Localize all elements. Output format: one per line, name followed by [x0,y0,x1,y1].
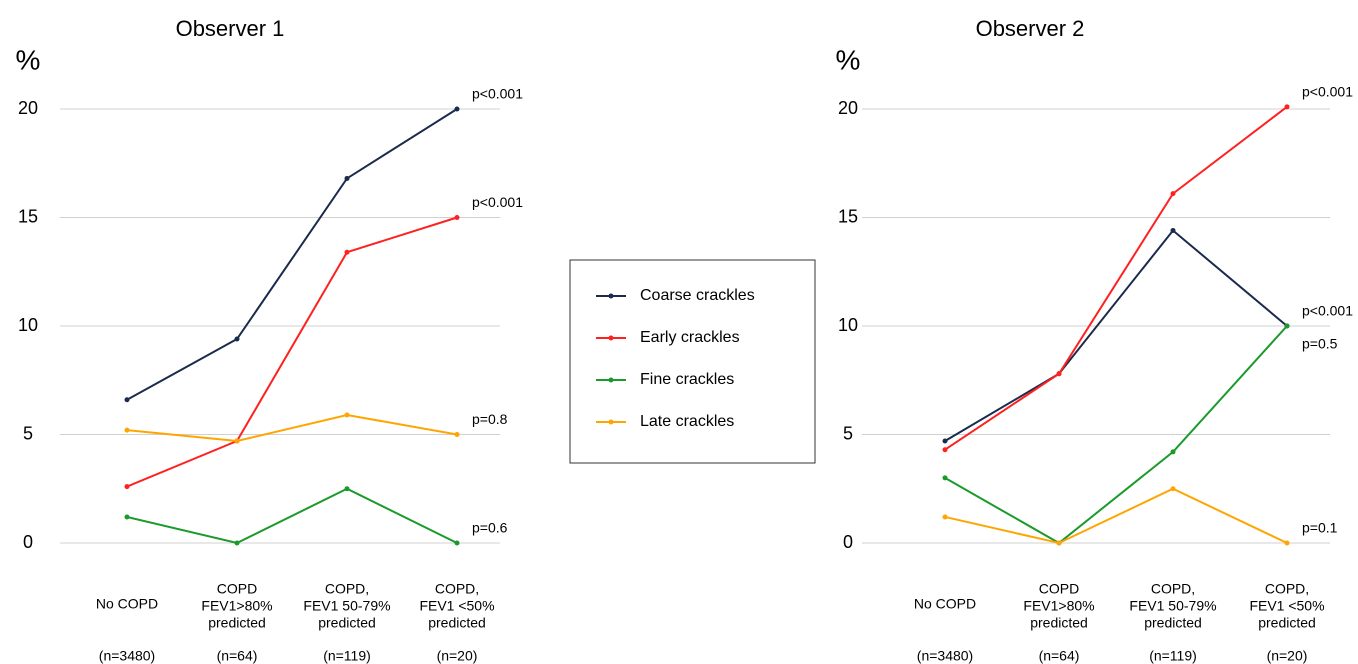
y-tick-label: 20 [18,98,38,118]
data-point [234,540,240,546]
x-tick-label: No COPD [96,596,158,612]
x-tick-label: predicted [428,615,486,631]
data-point [454,215,460,220]
chart-title: Observer 1 [176,16,285,41]
x-tick-label: FEV1 <50% [1249,598,1324,614]
category-count: (n=64) [217,648,258,664]
legend-label: Coarse crackles [640,287,755,304]
data-point [942,514,948,520]
x-tick-label: predicted [208,615,266,631]
data-point [1284,323,1290,329]
y-tick-label: 5 [23,423,33,443]
x-tick-label: predicted [1030,615,1088,631]
category-count: (n=3480) [917,648,973,664]
series-line [944,487,1288,545]
legend-label: Early crackles [640,329,740,346]
x-tick-label: COPD, [1265,581,1309,597]
x-tick-label: FEV1 <50% [419,598,494,614]
annotation: p<0.001 [472,194,523,210]
data-point [1170,191,1176,197]
x-tick-label: COPD [217,581,257,597]
category-count: (n=64) [1039,648,1080,664]
data-point [124,427,130,433]
data-point [1170,449,1176,455]
y-tick-label: 10 [838,315,858,335]
y-tick-label: 20 [838,98,858,118]
x-tick-label: predicted [1144,615,1202,631]
x-tick-label: FEV1 50-79% [303,598,390,614]
x-tick-label: No COPD [914,596,976,612]
data-point [124,484,130,490]
category-count: (n=3480) [99,648,155,664]
data-point [942,475,948,481]
y-tick-label: 15 [18,206,38,226]
y-tick-label: 5 [843,423,853,443]
data-point [1056,371,1062,377]
data-point [454,540,460,546]
y-axis-label: % [836,44,861,75]
annotation: p<0.001 [1302,303,1353,319]
legend-marker [608,419,614,425]
y-tick-label: 0 [23,532,33,552]
data-point [1056,540,1062,546]
data-point [1170,486,1176,492]
data-point [454,106,460,112]
x-tick-label: COPD, [435,581,479,597]
y-tick-label: 0 [843,532,853,552]
chart-title: Observer 2 [976,16,1085,41]
data-point [124,397,130,403]
series-line [944,229,1288,442]
series-line [944,106,1288,451]
category-count: (n=20) [1267,648,1308,664]
annotation: p=0.1 [1302,520,1338,536]
data-point [1170,228,1176,234]
annotation: p=0.5 [1302,336,1338,352]
annotation: p<0.001 [472,86,523,102]
category-count: (n=20) [437,648,478,664]
x-tick-label: FEV1 50-79% [1129,598,1216,614]
category-count: (n=119) [1149,648,1197,664]
data-point [344,175,350,181]
x-tick-label: COPD, [325,581,369,597]
x-tick-label: FEV1>80% [1023,598,1094,614]
x-tick-label: predicted [1258,615,1316,631]
annotation: p<0.001 [1302,84,1353,100]
category-count: (n=119) [323,648,371,664]
data-point [344,249,350,255]
data-point [234,336,240,342]
series-line [126,487,458,545]
annotation: p=0.8 [472,411,508,427]
data-point [234,438,240,444]
data-point [942,438,948,444]
data-point [1284,104,1290,110]
x-tick-label: FEV1>80% [201,598,272,614]
y-tick-label: 10 [18,315,38,335]
x-tick-label: predicted [318,615,376,631]
series-line [126,216,458,488]
x-tick-label: COPD, [1151,581,1195,597]
series-line [126,413,458,443]
series-line [944,325,1288,545]
legend-marker [608,377,614,383]
legend-label: Late crackles [640,413,734,430]
legend-label: Fine crackles [640,371,734,388]
x-tick-label: COPD [1039,581,1079,597]
legend-marker [608,293,614,299]
series-line [126,108,458,401]
legend-marker [608,335,614,341]
annotation: p=0.6 [472,520,508,536]
data-point [454,432,460,437]
data-point [1284,540,1290,546]
data-point [344,412,350,418]
y-tick-label: 15 [838,206,858,226]
data-point [942,447,948,453]
y-axis-label: % [16,44,41,75]
data-point [344,486,350,492]
data-point [124,514,130,520]
